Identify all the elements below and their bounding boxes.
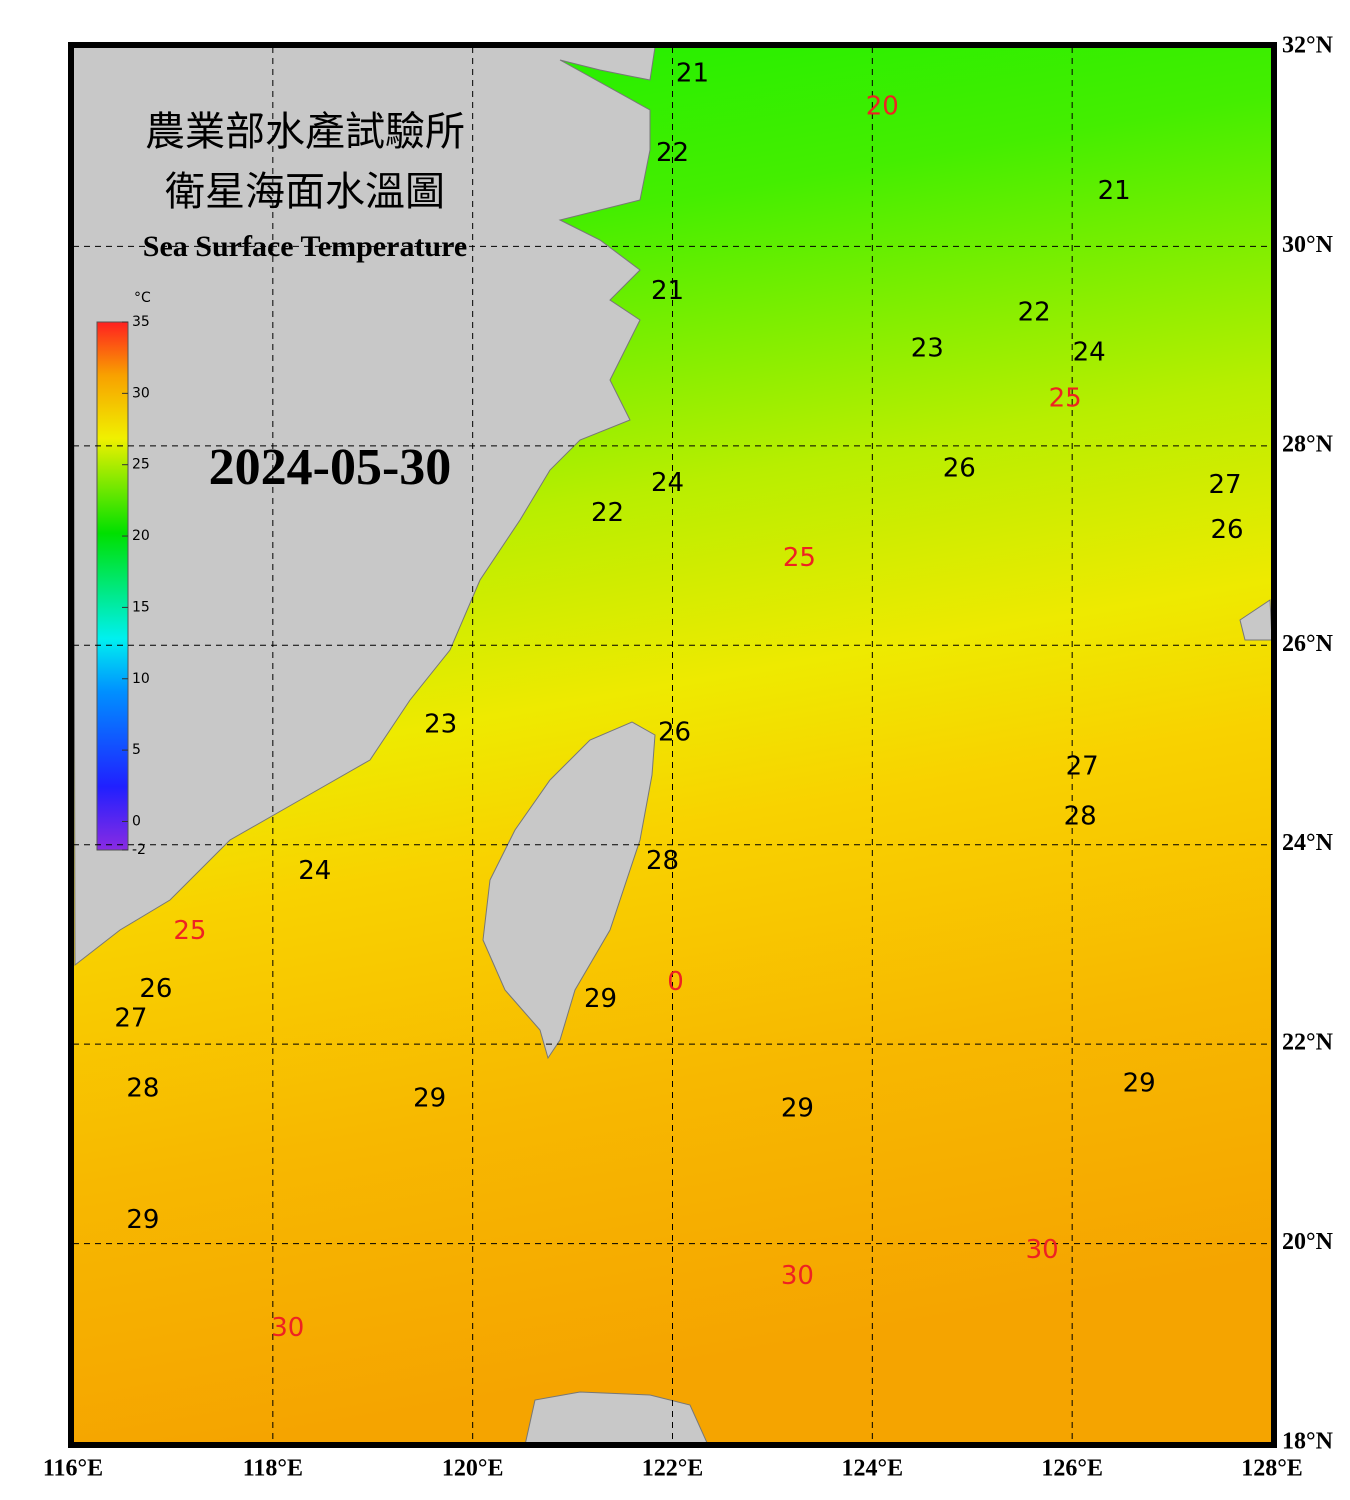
contour-label: 24	[1073, 338, 1106, 368]
lat-tick-label: 24°N	[1282, 830, 1334, 856]
colorbar-tick-label: -2	[132, 842, 146, 858]
contour-label: 30	[781, 1261, 814, 1291]
colorbar-tick-label: 5	[132, 742, 141, 758]
lon-tick-label: 124°E	[842, 1456, 904, 1482]
lon-tick-label: 120°E	[442, 1456, 504, 1482]
subtitle: 衛星海面水溫圖	[165, 169, 445, 214]
lat-tick-label: 32°N	[1282, 33, 1334, 59]
contour-label: 22	[1018, 298, 1051, 328]
contour-label: 27	[1066, 751, 1099, 781]
contour-label: 21	[676, 58, 709, 88]
lat-tick-label: 18°N	[1282, 1429, 1334, 1455]
contour-label: 26	[139, 974, 172, 1004]
contour-label: 20	[866, 91, 899, 121]
lat-tick-label: 20°N	[1282, 1229, 1334, 1255]
colorbar-tick-label: 30	[132, 385, 150, 401]
lat-tick-label: 22°N	[1282, 1030, 1334, 1056]
contour-label: 29	[781, 1093, 814, 1123]
contour-label: 29	[1123, 1069, 1156, 1099]
lat-tick-label: 26°N	[1282, 631, 1334, 657]
lon-tick-label: 116°E	[43, 1456, 103, 1482]
lon-tick-label: 122°E	[642, 1456, 704, 1482]
contour-label: 28	[126, 1074, 159, 1104]
taiwan	[482, 721, 656, 1060]
colorbar-tick-label: 25	[132, 457, 150, 473]
colorbar-tick-label: 15	[132, 599, 150, 615]
contour-label: 28	[646, 846, 679, 876]
colorbar	[96, 321, 129, 851]
date: 2024-05-30	[209, 439, 452, 496]
contour-label: 30	[271, 1313, 304, 1343]
lon-tick-label: 118°E	[243, 1456, 303, 1482]
contour-label: 21	[1098, 176, 1131, 206]
contour-label: 25	[1049, 383, 1082, 413]
contour-label: 25	[783, 543, 816, 573]
colorbar-tick-label: 10	[132, 671, 150, 687]
contour-label: 24	[298, 856, 331, 886]
contour-label: 22	[591, 498, 624, 528]
contour-label: 26	[658, 718, 691, 748]
contour-label: 26	[1210, 515, 1243, 545]
contour-label: 26	[943, 453, 976, 483]
colorbar-unit: °C	[134, 290, 151, 306]
contour-label: 27	[114, 1004, 147, 1034]
title: 農業部水產試驗所	[145, 109, 465, 154]
colorbar-tick-label: 0	[132, 813, 141, 829]
contour-label: 30	[1026, 1235, 1059, 1265]
contour-label: 29	[126, 1205, 159, 1235]
lon-tick-label: 126°E	[1041, 1456, 1103, 1482]
okinawa-island	[1239, 599, 1272, 641]
contour-label: 0	[667, 967, 684, 997]
lat-tick-label: 30°N	[1282, 232, 1334, 258]
lon-tick-label: 128°E	[1241, 1456, 1303, 1482]
contour-label: 29	[413, 1083, 446, 1113]
map-frame	[68, 42, 1277, 1448]
contour-label: 22	[656, 138, 689, 168]
contour-label: 27	[1208, 470, 1241, 500]
contour-label: 29	[584, 984, 617, 1014]
mainland	[73, 47, 656, 967]
contour-label: 23	[424, 710, 457, 740]
luzon	[524, 1391, 708, 1443]
lat-tick-label: 28°N	[1282, 431, 1334, 457]
contour-label: 21	[651, 276, 684, 306]
colorbar-tick-label: 35	[132, 314, 150, 330]
contour-label: 24	[651, 468, 684, 498]
contour-label: 25	[173, 916, 206, 946]
contour-label: 23	[911, 334, 944, 364]
colorbar-tick-label: 20	[132, 528, 150, 544]
contour-label: 28	[1064, 801, 1097, 831]
